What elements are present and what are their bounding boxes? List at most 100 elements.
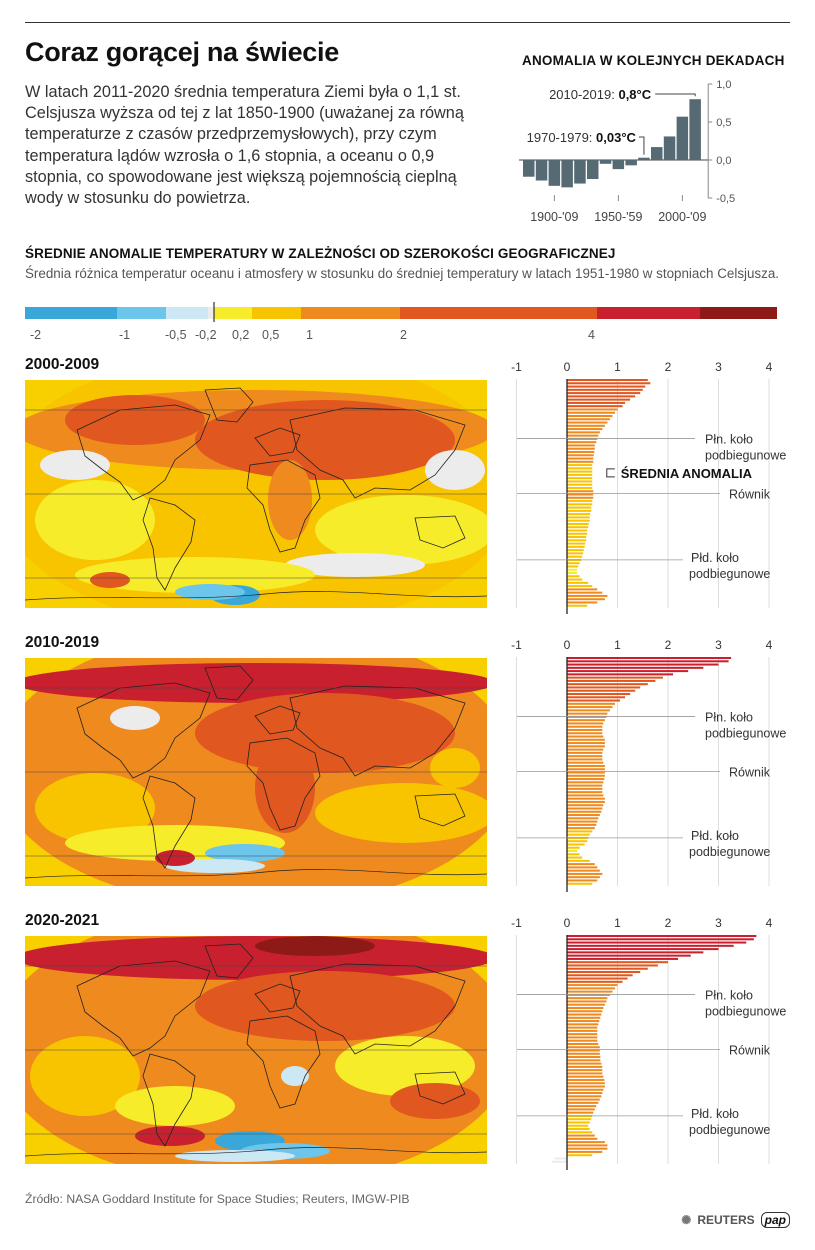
latitude-bar xyxy=(567,408,618,411)
latitude-bar xyxy=(567,846,580,849)
latitude-bar xyxy=(567,539,587,542)
anomaly-patch xyxy=(255,936,375,956)
x-tick-label: 0 xyxy=(564,916,571,930)
latitude-bar xyxy=(567,751,603,754)
latitude-bar xyxy=(567,709,610,712)
color-scale-legend: -2 -1 -0,5 -0,2 0,2 0,5 1 2 4 xyxy=(25,302,777,342)
continent-outline xyxy=(254,427,301,457)
legend-label: 0,5 xyxy=(262,328,279,342)
legend-swatch xyxy=(700,307,777,319)
period-label: 2010-2019 xyxy=(25,634,100,651)
continent-outline xyxy=(414,515,466,549)
latitude-bar xyxy=(567,509,592,512)
latitude-bar xyxy=(567,395,636,398)
x-tick-label: 1 xyxy=(614,360,621,374)
latitude-bar xyxy=(567,699,621,702)
latitude-bar xyxy=(567,1111,594,1114)
decade-bar xyxy=(535,160,548,181)
legend-label: -1 xyxy=(119,328,130,342)
latitude-bar xyxy=(567,853,580,856)
continent-outline xyxy=(254,983,301,1013)
latitude-bar xyxy=(567,454,594,457)
x-tick-label: 1900-'09 xyxy=(530,210,578,224)
legend-swatch xyxy=(117,307,166,319)
latitude-bar xyxy=(567,1049,600,1052)
latitude-bar xyxy=(567,532,588,535)
latitude-bar xyxy=(567,957,679,960)
anomaly-patch xyxy=(155,850,195,866)
continent-outline xyxy=(142,497,196,591)
y-tick-label: 0,0 xyxy=(716,155,731,167)
latitude-bar xyxy=(567,1150,603,1153)
latitude-bar xyxy=(567,1128,590,1131)
latitude-bar xyxy=(567,732,603,735)
decade-bar xyxy=(561,160,573,188)
source-note: Źródło: NASA Goddard Institute for Space… xyxy=(25,1192,410,1206)
latitude-bar xyxy=(567,493,594,496)
intro-text: W latach 2011-2020 średnia temperatura Z… xyxy=(25,83,464,208)
legend-label: -0,2 xyxy=(195,328,217,342)
latitude-bar xyxy=(567,1088,604,1091)
latitude-bar xyxy=(567,1042,599,1045)
latitude-bar xyxy=(567,980,623,983)
latitude-bar xyxy=(567,516,590,519)
latitude-bar xyxy=(567,388,643,391)
latitude-bar xyxy=(567,807,603,810)
decade-bar xyxy=(574,160,586,184)
arctic-circle-label: Płn. koło xyxy=(705,989,753,1003)
latitude-bar xyxy=(567,840,588,843)
latitude-bar xyxy=(567,964,658,967)
latitude-bar xyxy=(567,529,588,532)
latitude-bar xyxy=(567,1000,607,1003)
latitude-bar xyxy=(567,1105,597,1108)
annotation-leader xyxy=(655,93,696,97)
latitude-bar xyxy=(567,470,593,473)
latitude-bar xyxy=(567,513,591,516)
legend-swatch xyxy=(252,307,301,319)
continent-outline xyxy=(76,404,211,501)
latitude-bar xyxy=(567,967,648,970)
decade-bar xyxy=(612,160,625,170)
latitude-bar xyxy=(567,1154,593,1157)
latitude-bar xyxy=(567,984,618,987)
anomaly-patch xyxy=(268,460,312,540)
latitude-bar xyxy=(567,944,734,947)
anomaly-patch xyxy=(425,450,485,490)
continent-outline xyxy=(76,960,211,1057)
latitude-bar xyxy=(567,405,623,408)
latitude-bar xyxy=(567,820,598,823)
x-tick-label: 4 xyxy=(766,638,773,652)
latitude-bar xyxy=(567,856,583,859)
x-tick-label: 2 xyxy=(665,916,672,930)
latitude-bar xyxy=(567,683,648,686)
latitude-bar xyxy=(567,385,646,388)
latitude-bar xyxy=(567,859,590,862)
latitude-bar xyxy=(567,1059,601,1062)
latitude-bar xyxy=(567,869,600,872)
annotation-label-text: 1970-1979: xyxy=(527,130,596,145)
latitude-bar xyxy=(567,692,631,696)
anomaly-patch xyxy=(40,450,110,480)
arctic-circle-label: podbiegunowe xyxy=(705,449,786,463)
anomaly-patch xyxy=(285,553,425,577)
x-tick-label: 1950-'59 xyxy=(594,210,642,224)
x-tick-label: 2 xyxy=(665,638,672,652)
latitude-bar xyxy=(567,725,603,728)
latitude-profile-chart: -1 0 1 2 3 4 Płn. koło podbiegunowe Równik Płd. k… xyxy=(511,360,786,614)
legend-swatch xyxy=(597,307,700,319)
continent-outline xyxy=(246,737,321,831)
latitude-bar xyxy=(567,797,605,800)
latitude-bar xyxy=(567,411,615,414)
legend-label: 0,2 xyxy=(232,328,249,342)
latitude-bar xyxy=(567,1121,590,1124)
latitude-bar xyxy=(567,473,593,476)
continent-outline xyxy=(254,705,301,735)
latitude-bar xyxy=(567,728,603,731)
latitude-bar xyxy=(567,800,605,803)
anomaly-patch xyxy=(430,748,480,788)
latitude-bar xyxy=(567,392,641,395)
latitude-bar xyxy=(567,876,600,879)
publisher-logos: ✺ REUTERS pap xyxy=(681,1212,790,1228)
latitude-bar xyxy=(567,382,651,385)
legend-label: -0,5 xyxy=(165,328,187,342)
